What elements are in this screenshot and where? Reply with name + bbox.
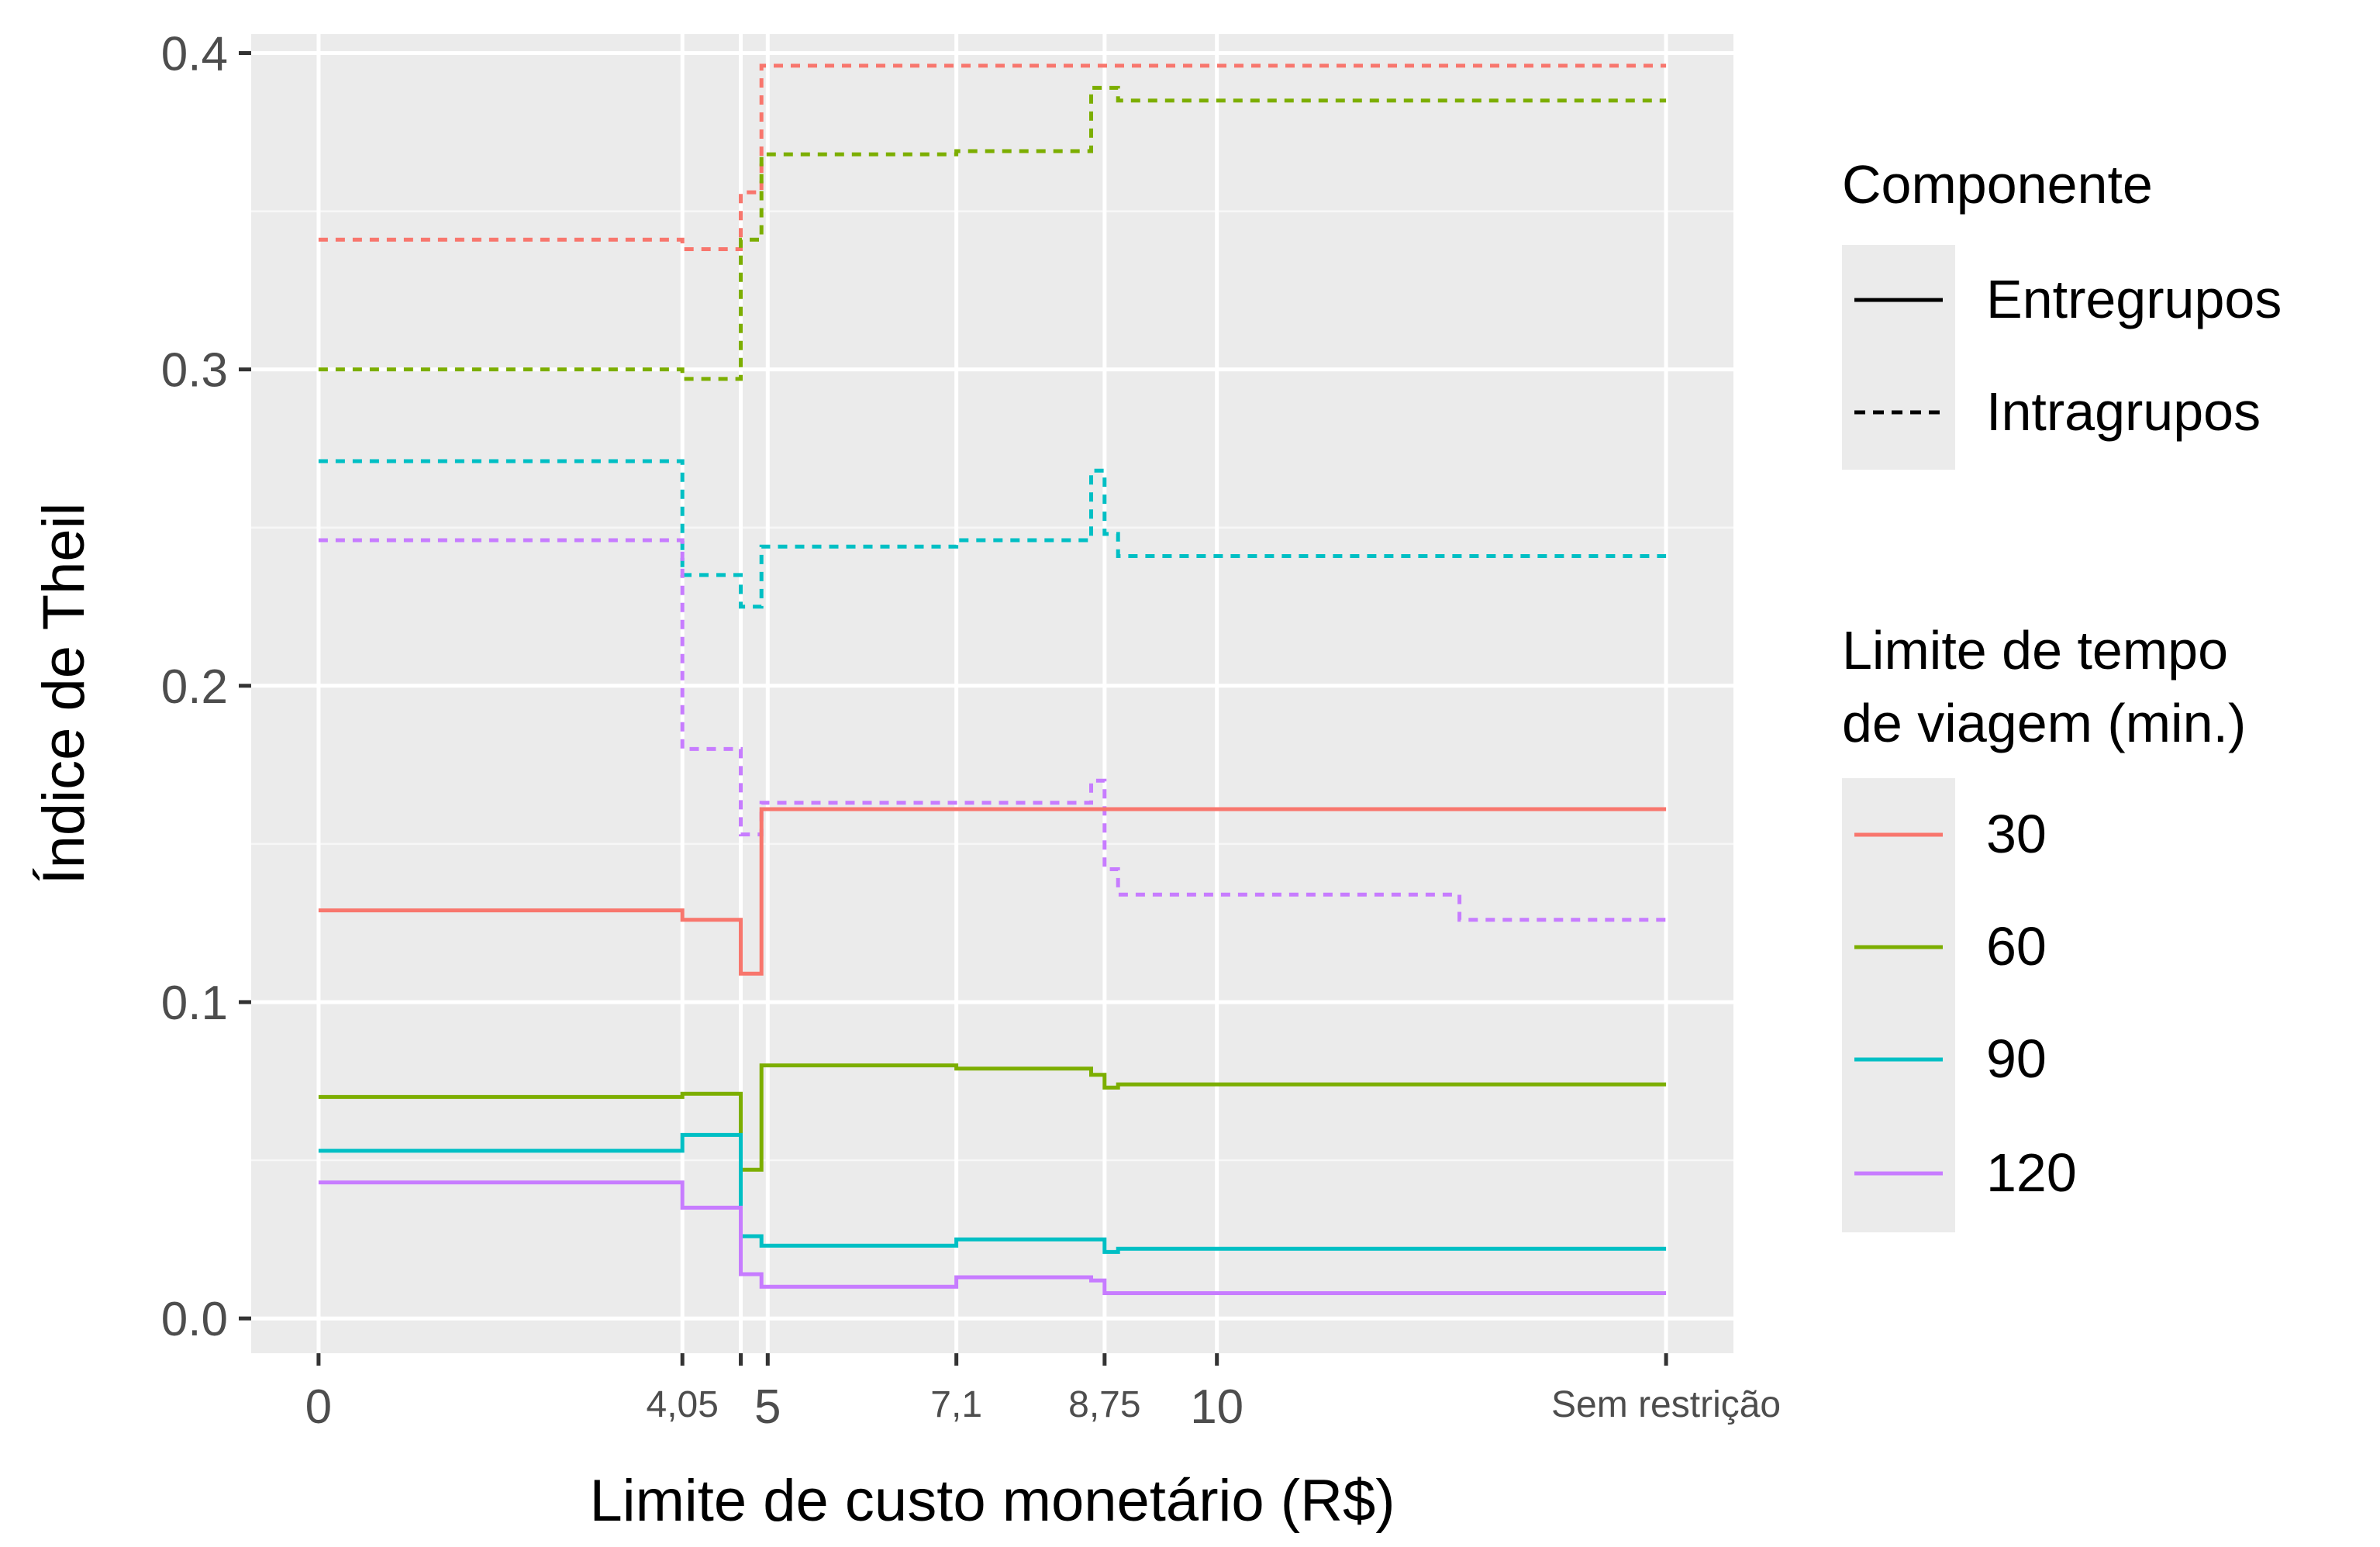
legend-label-30: 30	[1986, 804, 2047, 864]
y-tick-label: 0.2	[161, 660, 228, 714]
legend-time: Limite de tempo de viagem (min.) 30 60 9…	[1842, 620, 2246, 1232]
y-axis-ticks: 0.0 0.1 0.2 0.3 0.4	[161, 27, 251, 1346]
y-axis-title: Índice de Theil	[31, 503, 97, 885]
legend-time-title-line2: de viagem (min.)	[1842, 693, 2246, 753]
legend-label-90: 90	[1986, 1028, 2047, 1089]
series-entregrupos-30	[318, 807, 1667, 976]
legend-time-title-line1: Limite de tempo	[1842, 620, 2228, 680]
x-tick-label: 10	[1190, 1380, 1243, 1434]
legend-label-60: 60	[1986, 916, 2047, 977]
y-tick-label: 0.4	[161, 27, 228, 81]
series-intragrupos-30	[318, 64, 1667, 251]
x-tick-label: 8,75	[1068, 1384, 1140, 1425]
x-axis-ticks: 0 4,05 5 7,1 8,75 10 Sem restrição	[305, 1353, 1781, 1434]
series-entregrupos-60	[318, 1063, 1667, 1172]
legend-label-entregrupos: Entregrupos	[1986, 269, 2282, 329]
x-tick-label: 7,1	[930, 1384, 982, 1425]
legend-time-keys-background	[1842, 778, 1955, 1232]
y-tick-label: 0.1	[161, 977, 228, 1030]
series-intragrupos-120	[318, 538, 1667, 922]
series-intragrupos-60	[318, 85, 1667, 381]
y-tick-label: 0.3	[161, 344, 228, 398]
x-tick-label: 4,05	[647, 1384, 719, 1425]
legend-label-120: 120	[1986, 1142, 2077, 1203]
series-entregrupos-90	[318, 1132, 1667, 1254]
x-tick-label: 0	[305, 1380, 332, 1434]
series-lines	[318, 64, 1667, 1295]
y-tick-label: 0.0	[161, 1293, 228, 1346]
x-axis-title: Limite de custo monetário (R$)	[589, 1468, 1395, 1534]
plot-background	[251, 34, 1733, 1353]
x-tick-label: Sem restrição	[1551, 1384, 1781, 1425]
legend-component-title: Componente	[1842, 154, 2153, 215]
grid-lines	[251, 34, 1733, 1353]
legend-component-keys-background	[1842, 245, 1955, 470]
legend-label-intragrupos: Intragrupos	[1986, 381, 2261, 442]
series-entregrupos-120	[318, 1180, 1667, 1295]
x-tick-label: 5	[754, 1380, 781, 1434]
legend-component: Componente Entregrupos Intragrupos	[1842, 154, 2282, 470]
